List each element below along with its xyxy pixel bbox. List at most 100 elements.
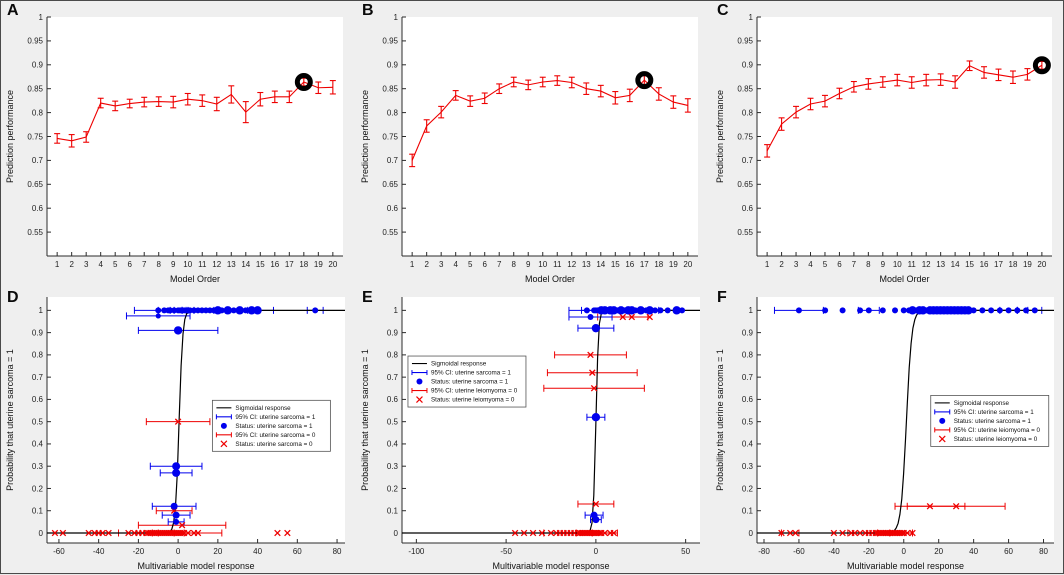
svg-text:0.65: 0.65 [382, 180, 398, 189]
status-1-circle-markers [583, 306, 686, 524]
svg-text:5: 5 [468, 260, 473, 269]
svg-text:11: 11 [198, 260, 207, 269]
legend-entry-label: Status: uterine leiomyoma = 0 [431, 397, 515, 404]
svg-text:18: 18 [654, 260, 663, 269]
svg-text:0.2: 0.2 [742, 484, 754, 493]
svg-text:0.7: 0.7 [742, 373, 754, 382]
svg-text:0.8: 0.8 [742, 108, 754, 117]
svg-text:12: 12 [922, 260, 931, 269]
svg-text:16: 16 [980, 260, 989, 269]
svg-text:0: 0 [594, 547, 599, 556]
svg-text:18: 18 [1009, 260, 1018, 269]
svg-text:0.1: 0.1 [387, 507, 399, 516]
svg-text:8: 8 [156, 260, 161, 269]
svg-text:3: 3 [794, 260, 799, 269]
svg-text:4: 4 [98, 260, 103, 269]
y-axis-label: Prediction performance [360, 90, 370, 183]
svg-text:0.3: 0.3 [742, 462, 754, 471]
svg-text:0.8: 0.8 [742, 351, 754, 360]
status-0-x-markers [51, 418, 291, 537]
svg-text:-60: -60 [53, 547, 65, 556]
panel-d: -60 -40 -20 0 20 40 60 80 0 0.1 0.2 0.3 0.4 0.5 0.6 0.7… [1, 288, 356, 575]
y-axis-label: Probability that uterine sarcoma = 1 [5, 349, 15, 491]
svg-text:0.5: 0.5 [32, 417, 44, 426]
status-1-circle-markers [155, 306, 319, 525]
highlight-marker [635, 71, 654, 90]
panel-label-f: F [717, 289, 727, 306]
legend-entry-label: Status: uterine leiomyoma = 0 [954, 436, 1038, 443]
svg-text:20: 20 [328, 260, 337, 269]
legend-entry-label: Sigmoidal response [235, 405, 291, 412]
legend-entry-label: Status: uterine sarcoma = 1 [431, 379, 509, 386]
tick-labels: -100 -50 0 50 0 0.1 0.2 0.3 0.4 0.5 0.6 0.7 0.8 0.9 1 [387, 306, 691, 556]
svg-text:0.65: 0.65 [27, 180, 43, 189]
svg-text:12: 12 [212, 260, 221, 269]
panel-label-e: E [362, 289, 373, 306]
svg-text:0.7: 0.7 [32, 373, 44, 382]
legend-entry-label: 95% CI: uterine leiomyoma = 0 [954, 427, 1041, 434]
svg-text:0.9: 0.9 [742, 61, 754, 70]
svg-text:1: 1 [765, 260, 770, 269]
svg-text:50: 50 [681, 547, 690, 556]
plot-area [757, 17, 1052, 256]
svg-text:14: 14 [951, 260, 960, 269]
legend-entry-label: 95% CI: uterine sarcoma = 1 [431, 370, 511, 377]
svg-text:10: 10 [893, 260, 902, 269]
svg-text:0.8: 0.8 [32, 351, 44, 360]
svg-text:17: 17 [285, 260, 294, 269]
x-axis-label: Model Order [170, 274, 220, 284]
y-axis-label: Probability that uterine sarcoma = 1 [360, 349, 370, 491]
svg-text:0.6: 0.6 [32, 204, 44, 213]
svg-text:0.8: 0.8 [32, 108, 44, 117]
svg-text:9: 9 [526, 260, 531, 269]
svg-text:14: 14 [596, 260, 605, 269]
svg-text:0: 0 [39, 529, 44, 538]
tick-labels: -80 -60 -40 -20 0 20 40 60 80 0 0.1 0.2 0.3 0.4 0.5 0.6… [742, 306, 1049, 556]
legend-entry-label: Status: uterine sarcoma = 0 [235, 441, 313, 448]
svg-text:19: 19 [1023, 260, 1032, 269]
chart-d-sigmoid-response: -60 -40 -20 0 20 40 60 80 0 0.1 0.2 0.3 0.4 0.5 0.6 0.7… [5, 297, 345, 571]
svg-text:8: 8 [511, 260, 516, 269]
svg-text:0.2: 0.2 [32, 484, 44, 493]
svg-text:19: 19 [669, 260, 678, 269]
tick-labels: 1 2 3 4 5 6 7 8 9 10 11 12 13 14 15 16 17 18 19 200.550.60.… [27, 13, 337, 269]
svg-text:2: 2 [779, 260, 784, 269]
panel-f: -80 -60 -40 -20 0 20 40 60 80 0 0.1 0.2 0.3 0.4 0.5 0.6… [711, 288, 1064, 575]
axis-labels: Multivariable model response Probability … [360, 349, 610, 571]
panel-a: 1 2 3 4 5 6 7 8 9 10 11 12 13 14 15 16 17 18 19 20 0.55 0.6 0.… [1, 1, 356, 288]
svg-text:-100: -100 [408, 547, 425, 556]
svg-text:60: 60 [293, 547, 302, 556]
svg-text:0.85: 0.85 [382, 85, 398, 94]
svg-text:15: 15 [611, 260, 620, 269]
svg-text:-40: -40 [828, 547, 840, 556]
svg-text:13: 13 [227, 260, 236, 269]
svg-text:6: 6 [837, 260, 842, 269]
status-1-circle-markers [795, 306, 1038, 315]
svg-text:11: 11 [553, 260, 562, 269]
svg-text:0: 0 [394, 529, 399, 538]
svg-text:0.9: 0.9 [387, 328, 399, 337]
svg-text:20: 20 [213, 547, 222, 556]
svg-text:0: 0 [902, 547, 907, 556]
legend-entry-label: Status: uterine sarcoma = 1 [235, 423, 313, 430]
svg-text:2: 2 [424, 260, 429, 269]
svg-text:1: 1 [39, 13, 44, 22]
svg-text:17: 17 [994, 260, 1003, 269]
svg-text:13: 13 [582, 260, 591, 269]
svg-text:0.6: 0.6 [742, 395, 754, 404]
svg-text:16: 16 [270, 260, 279, 269]
x-axis-label: Model Order [525, 274, 575, 284]
svg-text:0.6: 0.6 [742, 204, 754, 213]
chart-c-prediction-performance: 1 2 3 4 5 6 7 8 9 10 11 12 13 14 15 16 17 18 19 200.550.60.… [715, 13, 1052, 284]
svg-text:0.8: 0.8 [387, 108, 399, 117]
svg-text:18: 18 [299, 260, 308, 269]
svg-text:8: 8 [866, 260, 871, 269]
svg-text:5: 5 [113, 260, 118, 269]
legend: Sigmoidal response 95% CI: uterine sarcom… [930, 395, 1050, 447]
svg-text:0.7: 0.7 [32, 156, 44, 165]
svg-text:0.4: 0.4 [32, 440, 44, 449]
svg-text:0.4: 0.4 [387, 440, 399, 449]
svg-text:1: 1 [749, 306, 754, 315]
svg-text:1: 1 [394, 306, 399, 315]
svg-text:0.1: 0.1 [742, 507, 754, 516]
